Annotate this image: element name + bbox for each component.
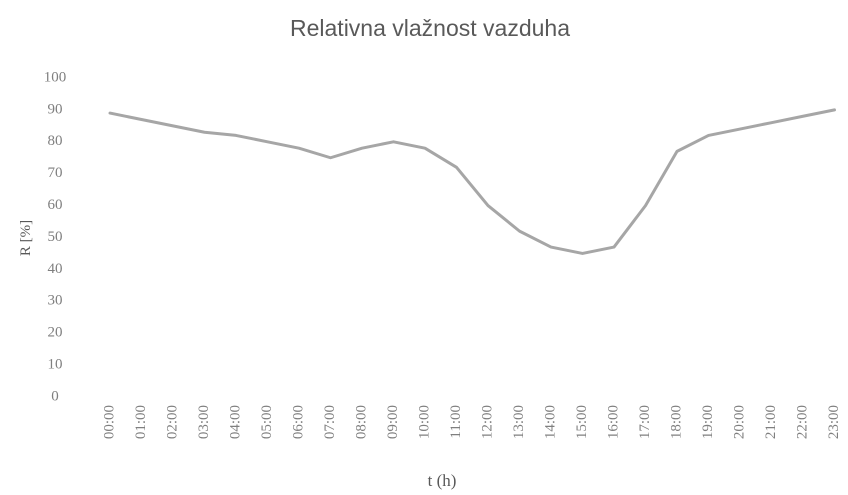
- y-tick-label: 90: [48, 101, 63, 117]
- x-tick-label: 16:00: [605, 405, 621, 439]
- x-axis-label: t (h): [428, 471, 457, 490]
- y-tick-label: 10: [48, 357, 63, 373]
- x-tick-label: 10:00: [416, 405, 432, 439]
- y-tick-label: 80: [48, 133, 63, 149]
- y-tick-label: 70: [48, 165, 63, 181]
- x-tick-label: 02:00: [164, 405, 180, 439]
- y-tick-label: 0: [51, 388, 59, 404]
- x-tick-label: 03:00: [196, 405, 212, 439]
- y-tick-label: 60: [48, 197, 63, 213]
- x-tick-label: 23:00: [826, 405, 842, 439]
- y-axis-label: R [%]: [18, 220, 34, 256]
- x-tick-label: 19:00: [700, 405, 716, 439]
- x-tick-label: 18:00: [668, 405, 684, 439]
- x-tick-label: 01:00: [133, 405, 149, 439]
- chart-title: Relativna vlažnost vazduha: [290, 15, 570, 41]
- y-tick-label: 100: [44, 69, 67, 85]
- x-tick-label: 15:00: [574, 405, 590, 439]
- y-tick-label: 50: [48, 229, 63, 245]
- x-tick-label: 20:00: [731, 405, 747, 439]
- x-tick-label: 06:00: [290, 405, 306, 439]
- y-tick-label: 30: [48, 293, 63, 309]
- x-tick-label: 09:00: [385, 405, 401, 439]
- y-tick-label: 20: [48, 325, 63, 341]
- x-tick-label: 14:00: [542, 405, 558, 439]
- x-tick-label: 21:00: [763, 405, 779, 439]
- x-tick-label: 13:00: [511, 405, 527, 439]
- x-tick-label: 00:00: [101, 405, 117, 439]
- y-tick-label: 40: [48, 261, 63, 277]
- x-tick-label: 04:00: [227, 405, 243, 439]
- line: [108, 108, 836, 255]
- x-tick-label: 22:00: [794, 405, 810, 439]
- x-tick-label: 05:00: [259, 405, 275, 439]
- x-tick-label: 08:00: [353, 405, 369, 439]
- x-tick-label: 11:00: [448, 405, 464, 439]
- x-tick-label: 07:00: [322, 405, 338, 439]
- x-tick-label: 12:00: [479, 405, 495, 439]
- x-tick-label: 17:00: [637, 405, 653, 439]
